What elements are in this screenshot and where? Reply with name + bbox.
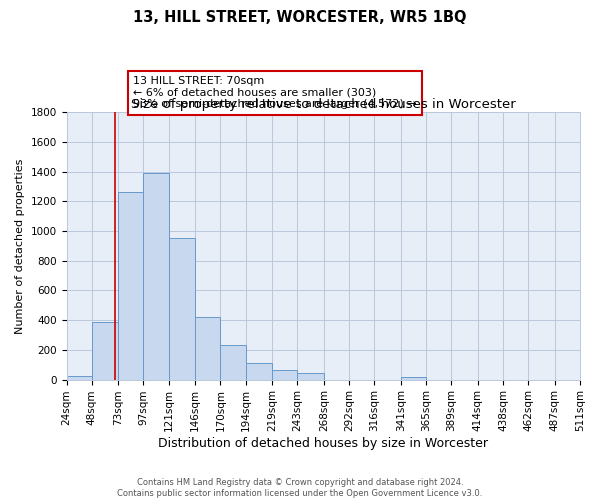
Bar <box>92 322 118 380</box>
Bar <box>118 192 143 380</box>
Title: Size of property relative to detached houses in Worcester: Size of property relative to detached ho… <box>131 98 515 111</box>
Text: 13 HILL STREET: 70sqm
← 6% of detached houses are smaller (303)
93% of semi-deta: 13 HILL STREET: 70sqm ← 6% of detached h… <box>133 76 417 110</box>
Bar <box>246 363 272 380</box>
Bar <box>143 173 169 380</box>
Bar <box>169 238 195 380</box>
Text: 13, HILL STREET, WORCESTER, WR5 1BQ: 13, HILL STREET, WORCESTER, WR5 1BQ <box>133 10 467 25</box>
Bar <box>67 376 92 380</box>
Bar <box>272 370 298 380</box>
Bar <box>220 344 246 380</box>
X-axis label: Distribution of detached houses by size in Worcester: Distribution of detached houses by size … <box>158 437 488 450</box>
Bar <box>401 376 426 380</box>
Bar <box>195 317 220 380</box>
Text: Contains HM Land Registry data © Crown copyright and database right 2024.
Contai: Contains HM Land Registry data © Crown c… <box>118 478 482 498</box>
Y-axis label: Number of detached properties: Number of detached properties <box>15 158 25 334</box>
Bar <box>298 373 324 380</box>
